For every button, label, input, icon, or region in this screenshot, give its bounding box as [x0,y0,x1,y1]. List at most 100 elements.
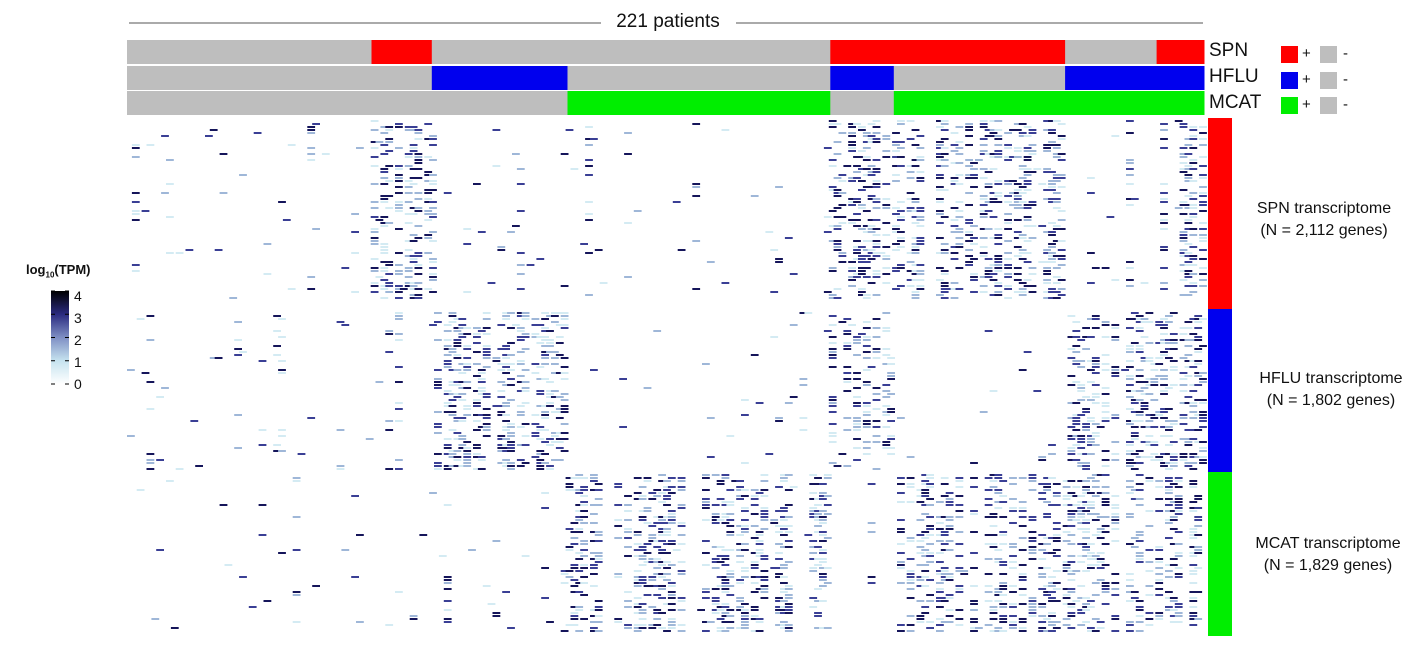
heatmap-cell [906,165,915,167]
heatmap-cell [1004,219,1012,221]
heatmap-cell [911,210,920,212]
heatmap-cell [979,195,988,197]
heatmap-cell [1130,462,1139,464]
heatmap-cell [531,336,540,338]
heatmap-cell [1091,402,1100,404]
heatmap-cell [667,603,676,605]
heatmap-cell [862,186,871,188]
heatmap-cell [1174,615,1183,617]
heatmap-cell [1072,351,1081,353]
heatmap-cell [721,591,730,593]
heatmap-cell [828,366,837,368]
heatmap-cell [1194,591,1203,593]
heatmap-cell [1091,558,1100,560]
heatmap-cell [482,351,491,353]
heatmap-cell [1023,285,1032,287]
block-label-hflu: HFLU transcriptome (N = 1,802 genes) [1241,368,1418,412]
heatmap-cell [736,486,744,488]
heatmap-cell [1096,552,1105,554]
heatmap-cell [1101,474,1110,476]
heatmap-cell [1067,519,1076,521]
heatmap-cell [131,213,140,215]
heatmap-cell [1111,504,1120,506]
heatmap-cell [1145,510,1154,512]
heatmap-cell [1082,504,1090,506]
heatmap-cell [516,336,525,338]
heatmap-cell [858,150,866,152]
heatmap-cell [434,411,442,413]
heatmap-cell [1009,585,1017,587]
heatmap-cell [633,570,642,572]
heatmap-cell [560,450,569,452]
heatmap-cell [1082,519,1090,521]
heatmap-cell [380,246,389,248]
heatmap-cell [1130,342,1139,344]
heatmap-cell [984,585,993,587]
heatmap-cell [858,288,866,290]
heatmap-cell [1179,414,1188,416]
heatmap-cell [404,285,413,287]
heatmap-cell [989,630,998,632]
heatmap-cell [219,192,228,194]
heatmap-cell [458,327,467,329]
heatmap-cell [828,396,837,398]
heatmap-cell [570,522,579,524]
heatmap-cell [1077,390,1086,392]
heatmap-cell [1087,492,1095,494]
heatmap-cell [614,573,623,575]
heatmap-cell [590,513,598,515]
heatmap-cell [1082,336,1090,338]
heatmap-cell [784,606,793,608]
heatmap-cell [482,414,491,416]
heatmap-cell [502,465,510,467]
heatmap-cell [916,621,925,623]
heatmap-cell [1184,294,1193,296]
heatmap-cell [955,477,964,479]
heatmap-cell [624,531,632,533]
heatmap-cell [580,477,588,479]
heatmap-cell [911,198,920,200]
heatmap-cell [1067,603,1076,605]
heatmap-cell [979,228,988,230]
heatmap-cell [814,564,822,566]
heatmap-cell [658,480,666,482]
heatmap-cell [434,339,442,341]
heatmap-cell [463,333,472,335]
heatmap-cell [1082,543,1090,545]
heatmap-cell [541,312,549,314]
heatmap-cell [838,321,847,323]
heatmap-cell [1150,369,1159,371]
heatmap-cell [292,549,301,551]
heatmap-cell [994,237,1003,239]
heatmap-cell [677,543,686,545]
heatmap-cell [1072,429,1081,431]
heatmap-cell [741,519,749,521]
heatmap-cell [1072,417,1081,419]
heatmap-cell [1160,354,1168,356]
heatmap-cell [911,294,920,296]
heatmap-cell [1160,123,1168,125]
heatmap-cell [1160,213,1168,215]
heatmap-cell [555,441,564,443]
heatmap-cell [809,597,818,599]
heatmap-cell [970,618,978,620]
heatmap-cell [1077,609,1086,611]
heatmap-cell [502,426,510,428]
heatmap-cell [1189,618,1198,620]
heatmap-cell [638,516,647,518]
heatmap-cell [892,213,900,215]
heatmap-cell [1018,621,1027,623]
heatmap-cell [1130,312,1139,314]
heatmap-cell [624,132,632,134]
heatmap-cell [395,177,403,179]
heatmap-cell [721,474,730,476]
heatmap-cell [429,258,437,260]
block-label-mcat-title: MCAT transcriptome [1255,535,1401,552]
heatmap-cell [1082,489,1090,491]
heatmap-cell [541,327,549,329]
heatmap-cell [833,195,842,197]
heatmap-cell [414,129,423,131]
heatmap-cell [1072,435,1081,437]
heatmap-cell [1082,468,1090,470]
heatmap-cell [497,450,506,452]
